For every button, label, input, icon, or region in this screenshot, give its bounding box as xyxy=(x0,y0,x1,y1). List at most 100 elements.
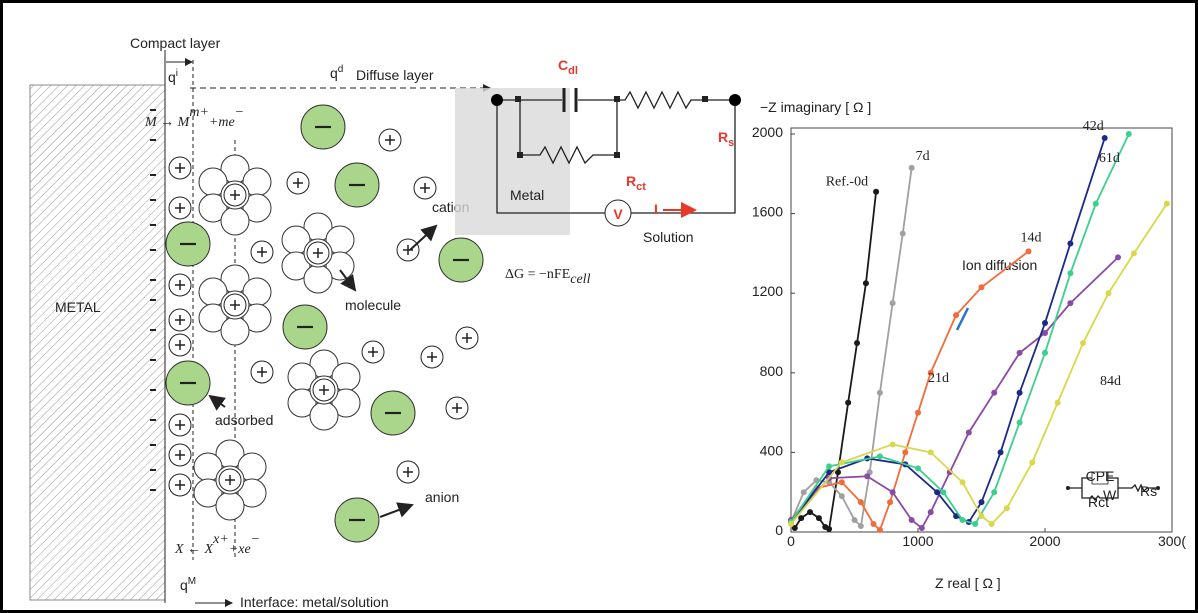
arrow xyxy=(410,226,436,250)
data-point xyxy=(1080,340,1086,346)
y-tick-label: 1600 xyxy=(752,204,783,220)
data-point xyxy=(839,479,845,485)
data-point xyxy=(877,390,883,396)
water-molecule xyxy=(221,317,249,345)
node xyxy=(614,96,620,102)
cdl-label: Cdl xyxy=(558,57,578,77)
y-tick-label: 1200 xyxy=(752,283,783,299)
data-point xyxy=(1055,400,1061,406)
data-point xyxy=(826,463,832,469)
data-point xyxy=(934,489,940,495)
data-point xyxy=(1067,300,1073,306)
sub: dl xyxy=(568,65,578,77)
solution-label: Solution xyxy=(643,229,694,245)
data-point xyxy=(1067,270,1073,276)
rct-label: Rct xyxy=(626,173,646,193)
data-point xyxy=(1115,254,1121,260)
data-point xyxy=(1017,420,1023,426)
x-axis-title: Z real [ Ω ] xyxy=(935,575,1001,591)
data-point xyxy=(863,280,869,286)
q-sup: M xyxy=(188,576,196,587)
eq-rest: +xe xyxy=(229,542,251,557)
interface-label: Interface: metal/solution xyxy=(240,594,389,610)
x-tick-label: 1000 xyxy=(902,533,933,549)
base: R xyxy=(718,129,728,145)
data-point xyxy=(1131,250,1137,256)
data-point xyxy=(890,300,896,306)
q-sup: i xyxy=(176,68,178,79)
data-point xyxy=(1017,350,1023,356)
data-point xyxy=(826,526,832,532)
data-point xyxy=(801,489,807,495)
data-point xyxy=(1093,201,1099,207)
q-metal: qM xyxy=(180,576,196,593)
data-point xyxy=(873,189,879,195)
q-compact: qi xyxy=(168,68,178,85)
water-molecule xyxy=(216,492,244,520)
node xyxy=(515,96,521,102)
series-label: 14d xyxy=(1020,230,1041,245)
eq-sup: − xyxy=(235,105,244,120)
water-molecule xyxy=(304,265,332,293)
voltmeter-label: V xyxy=(613,206,623,222)
q-sup: d xyxy=(338,64,344,75)
data-point xyxy=(991,489,997,495)
eq-lhs: X ← X xyxy=(174,542,214,557)
node xyxy=(517,152,523,158)
data-point xyxy=(788,521,794,527)
series-label: 61d xyxy=(1099,151,1120,166)
equation-anion: X ← Xx++xe− xyxy=(174,532,260,557)
data-point xyxy=(1067,240,1073,246)
data-point xyxy=(807,509,813,515)
data-point xyxy=(852,517,858,523)
q-base: q xyxy=(180,577,188,593)
data-point xyxy=(1164,201,1170,207)
base: R xyxy=(626,173,636,189)
data-point xyxy=(928,449,934,455)
y-tick-label: 800 xyxy=(760,363,784,379)
data-point xyxy=(959,517,965,523)
data-point xyxy=(1017,390,1023,396)
data-point xyxy=(953,312,959,318)
annotation-text: Ion diffusion xyxy=(962,257,1037,273)
arrow xyxy=(380,505,412,517)
annotation: Ion diffusion xyxy=(962,257,1037,273)
sub: ct xyxy=(636,181,646,193)
data-point xyxy=(839,459,845,465)
eq-sup: m+ xyxy=(189,105,209,120)
rs-label: Rs xyxy=(718,129,734,149)
data-point xyxy=(858,499,864,505)
compact-layer-label: Compact layer xyxy=(130,35,221,51)
data-point xyxy=(959,479,965,485)
series-label: 21d xyxy=(928,371,949,386)
double-layer-diagram: Compact layer qi qd Diffuse layer M → Mm… xyxy=(30,35,490,610)
data-point xyxy=(979,284,985,290)
x-tick-label: 300( xyxy=(1158,533,1186,549)
series-label: 7d xyxy=(916,149,930,164)
data-point xyxy=(991,390,997,396)
data-point xyxy=(1025,248,1031,254)
data-point xyxy=(972,521,978,527)
base: C xyxy=(558,57,568,73)
sub: cell xyxy=(570,272,590,287)
data-point xyxy=(858,523,864,529)
sub: s xyxy=(728,137,734,149)
data-point xyxy=(909,517,915,523)
y-axis-title: −Z imaginary [ Ω ] xyxy=(760,99,871,115)
data-point xyxy=(890,441,896,447)
arrow xyxy=(210,396,225,407)
data-point xyxy=(871,521,877,527)
metal-label: METAL xyxy=(55,299,101,315)
molecule-label: molecule xyxy=(345,297,401,313)
data-point xyxy=(1042,350,1048,356)
y-tick-label: 400 xyxy=(760,442,784,458)
data-point xyxy=(877,453,883,459)
inset-label: CPE xyxy=(1086,468,1115,484)
data-point xyxy=(919,525,925,531)
data-point xyxy=(979,499,985,505)
gibbs-equation: ΔG = −nFEcell xyxy=(505,267,591,287)
data-point xyxy=(909,165,915,171)
nyquist-chart: −Z imaginary [ Ω ] Z real [ Ω ] Ion diff… xyxy=(752,99,1186,591)
metal-region-label: Metal xyxy=(510,187,544,203)
metal-block xyxy=(30,85,165,600)
